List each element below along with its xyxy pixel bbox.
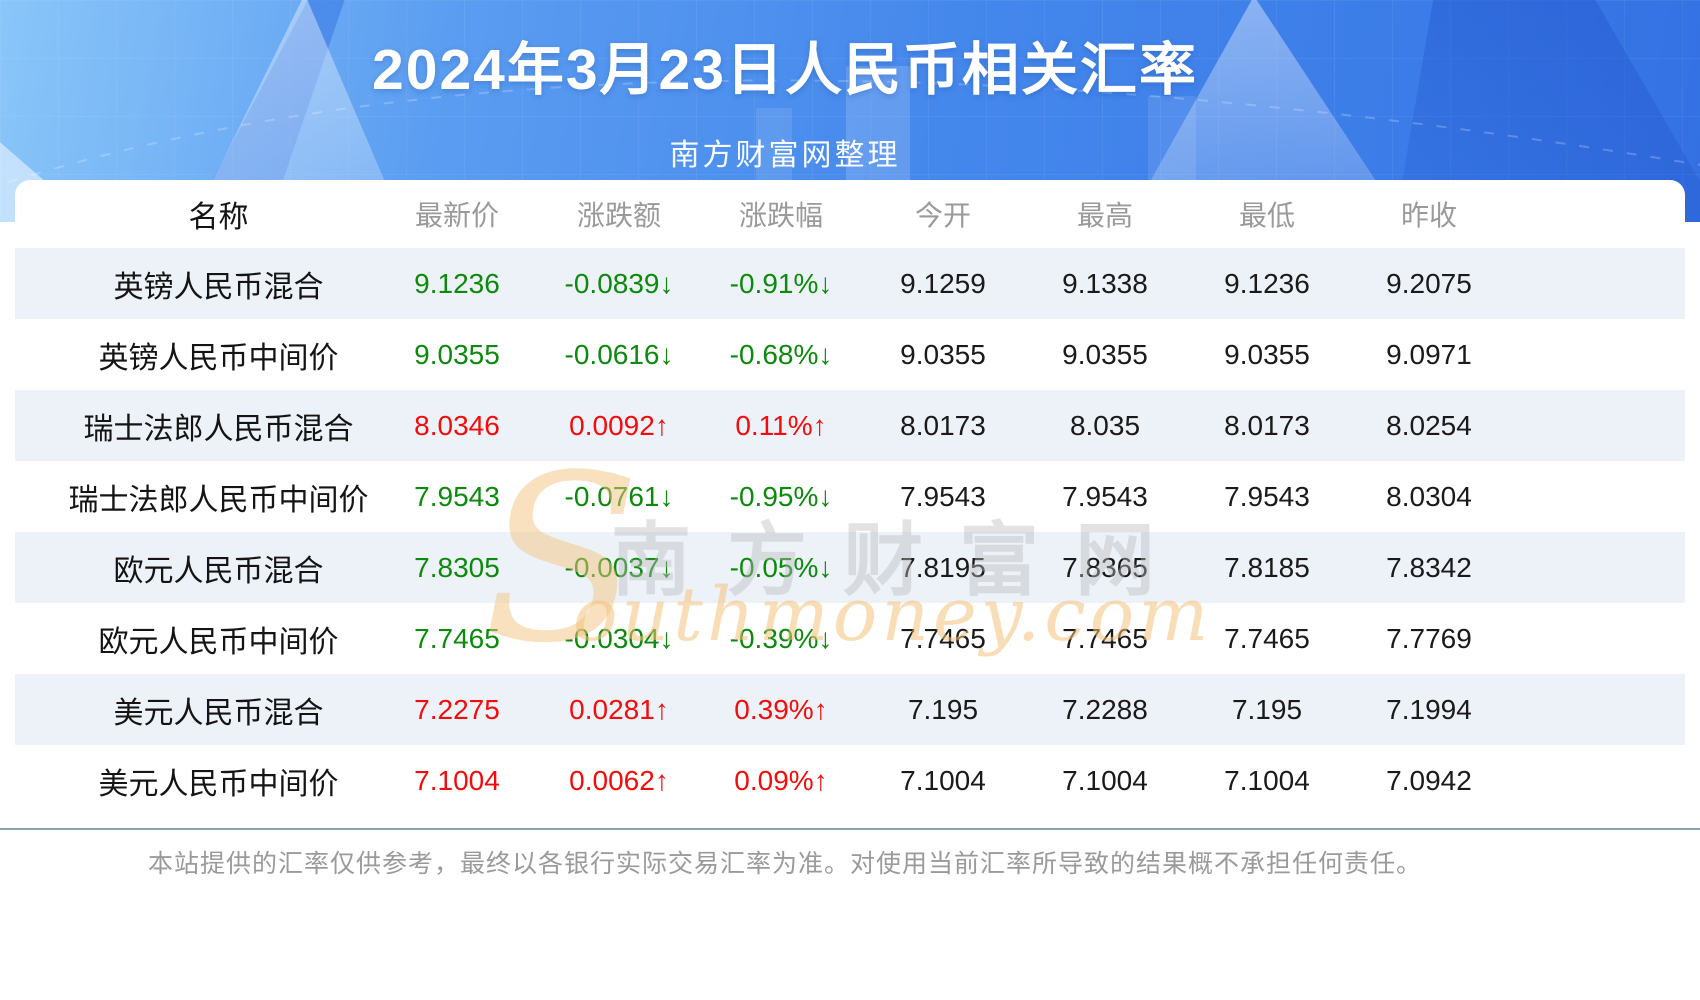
open-price: 7.195 — [907, 693, 979, 725]
row-name: 欧元人民币中间价 — [98, 625, 339, 659]
latest-price: 9.0355 — [414, 338, 500, 370]
column-header-latest: 最新价 — [414, 200, 499, 231]
page-subtitle: 南方财富网整理 — [669, 139, 901, 172]
table-row: 英镑人民币中间价 9.0355 -0.0616↓ -0.68%↓ 9.0355 … — [15, 319, 1685, 390]
low-price: 7.195 — [1231, 693, 1303, 725]
change-percent: 0.39%↑ — [734, 693, 828, 725]
page-title: 2024年3月23日人民币相关汇率 — [372, 38, 1198, 102]
high-price: 7.8365 — [1062, 551, 1148, 583]
column-header-change-pct: 涨跌幅 — [738, 200, 823, 231]
prev-close-price: 9.2075 — [1386, 267, 1472, 299]
high-price: 7.9543 — [1062, 480, 1148, 512]
row-name: 美元人民币中间价 — [98, 767, 339, 801]
latest-price: 7.9543 — [414, 480, 500, 512]
change-amount: -0.0304↓ — [564, 622, 674, 654]
prev-close-price: 7.8342 — [1386, 551, 1472, 583]
open-price: 7.7465 — [900, 622, 986, 654]
open-price: 7.8195 — [900, 551, 986, 583]
open-price: 7.9543 — [900, 480, 986, 512]
prev-close-price: 7.0942 — [1386, 764, 1472, 796]
table-row: 欧元人民币中间价 7.7465 -0.0304↓ -0.39%↓ 7.7465 … — [15, 603, 1685, 674]
disclaimer-text: 本站提供的汇率仅供参考，最终以各银行实际交易汇率为准。对使用当前汇率所导致的结果… — [147, 850, 1422, 878]
low-price: 8.0173 — [1224, 409, 1310, 441]
change-amount: 0.0281↑ — [569, 693, 669, 725]
latest-price: 7.8305 — [414, 551, 500, 583]
change-percent: -0.68%↓ — [729, 338, 833, 370]
table-row: 瑞士法郎人民币中间价 7.9543 -0.0761↓ -0.95%↓ 7.954… — [15, 461, 1685, 532]
change-percent: -0.05%↓ — [729, 551, 833, 583]
change-amount: -0.0616↓ — [564, 338, 674, 370]
high-price: 9.0355 — [1062, 338, 1148, 370]
row-name: 美元人民币混合 — [113, 696, 324, 730]
change-percent: 0.09%↑ — [734, 764, 828, 796]
rates-table-panel: S 南方财富网 outhmoney.com 名称 最新价 涨跌额 涨跌幅 今开 … — [15, 180, 1685, 818]
open-price: 7.1004 — [900, 764, 986, 796]
change-amount: -0.0839↓ — [564, 267, 674, 299]
table-row: 美元人民币混合 7.2275 0.0281↑ 0.39%↑ 7.195 7.22… — [15, 674, 1685, 745]
table-row: 瑞士法郎人民币混合 8.0346 0.0092↑ 0.11%↑ 8.0173 8… — [15, 390, 1685, 461]
row-name: 英镑人民币混合 — [113, 270, 324, 304]
change-percent: 0.11%↑ — [735, 409, 827, 441]
column-header-open: 今开 — [914, 200, 971, 231]
column-header-low: 最低 — [1238, 200, 1295, 231]
low-price: 7.7465 — [1224, 622, 1310, 654]
change-amount: 0.0062↑ — [569, 764, 669, 796]
decor-dashed-curve — [0, 79, 1700, 186]
table-row: 欧元人民币混合 7.8305 -0.0037↓ -0.05%↓ 7.8195 7… — [15, 532, 1685, 603]
column-header-change: 涨跌额 — [576, 200, 661, 231]
high-price: 8.035 — [1069, 409, 1141, 441]
latest-price: 7.7465 — [414, 622, 500, 654]
low-price: 9.0355 — [1224, 338, 1310, 370]
change-amount: -0.0761↓ — [564, 480, 674, 512]
low-price: 7.9543 — [1224, 480, 1310, 512]
latest-price: 8.0346 — [414, 409, 500, 441]
high-price: 9.1338 — [1062, 267, 1148, 299]
open-price: 8.0173 — [900, 409, 986, 441]
high-price: 7.7465 — [1062, 622, 1148, 654]
prev-close-price: 8.0304 — [1386, 480, 1472, 512]
high-price: 7.2288 — [1062, 693, 1148, 725]
high-price: 7.1004 — [1062, 764, 1148, 796]
table-row: 英镑人民币混合 9.1236 -0.0839↓ -0.91%↓ 9.1259 9… — [15, 248, 1685, 319]
table-header-row: 名称 最新价 涨跌额 涨跌幅 今开 最高 最低 昨收 — [15, 180, 1685, 248]
row-name: 瑞士法郎人民币混合 — [83, 412, 354, 446]
row-name: 英镑人民币中间价 — [98, 341, 339, 375]
change-percent: -0.39%↓ — [729, 622, 833, 654]
change-percent: -0.91%↓ — [729, 267, 833, 299]
table-row: 美元人民币中间价 7.1004 0.0062↑ 0.09%↑ 7.1004 7.… — [15, 745, 1685, 816]
low-price: 7.8185 — [1224, 551, 1310, 583]
low-price: 7.1004 — [1224, 764, 1310, 796]
latest-price: 7.1004 — [414, 764, 500, 796]
change-amount: 0.0092↑ — [569, 409, 669, 441]
footer-divider — [0, 828, 1700, 830]
prev-close-price: 7.1994 — [1386, 693, 1472, 725]
hero-text-block: 2024年3月23日人民币相关汇率 南方财富网整理 — [0, 0, 1570, 222]
column-header-high: 最高 — [1076, 200, 1133, 231]
latest-price: 7.2275 — [414, 693, 500, 725]
column-header-name: 名称 — [188, 201, 249, 234]
table-body: 英镑人民币混合 9.1236 -0.0839↓ -0.91%↓ 9.1259 9… — [15, 248, 1685, 816]
open-price: 9.1259 — [900, 267, 986, 299]
prev-close-price: 9.0971 — [1386, 338, 1472, 370]
prev-close-price: 7.7769 — [1386, 622, 1472, 654]
column-header-prev-close: 昨收 — [1400, 200, 1457, 231]
change-percent: -0.95%↓ — [729, 480, 833, 512]
open-price: 9.0355 — [900, 338, 986, 370]
latest-price: 9.1236 — [414, 267, 500, 299]
row-name: 瑞士法郎人民币中间价 — [68, 483, 369, 517]
low-price: 9.1236 — [1224, 267, 1310, 299]
prev-close-price: 8.0254 — [1386, 409, 1472, 441]
change-amount: -0.0037↓ — [564, 551, 674, 583]
row-name: 欧元人民币混合 — [113, 554, 324, 588]
